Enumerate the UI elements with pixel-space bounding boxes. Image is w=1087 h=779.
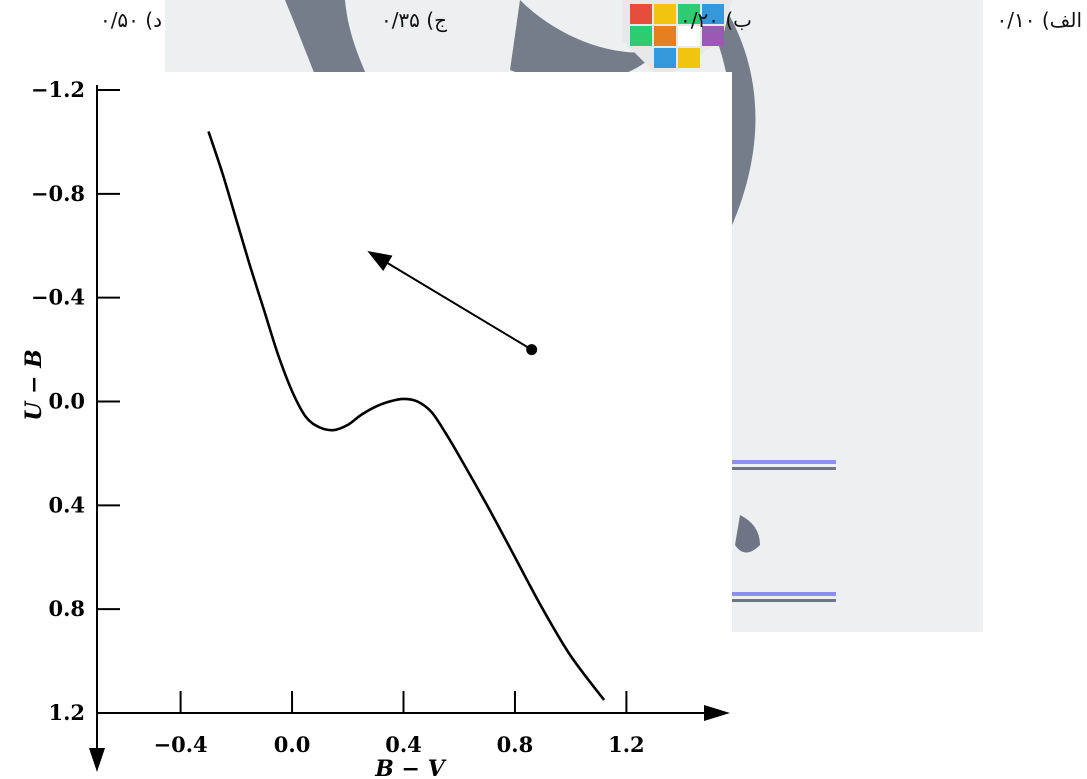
x-tick-label: 1.2 [608, 732, 645, 757]
option-d[interactable]: د) ۰/۵۰ [100, 8, 162, 32]
y-tick-label: 1.2 [48, 700, 85, 725]
option-b-letter: ب) [725, 8, 752, 32]
x-tick-label: 0.8 [497, 732, 534, 757]
series-line [207, 131, 606, 701]
answer-options: الف) ۰/۱۰ ب) ۰/۲۰ ج) ۰/۳۵ د) ۰/۵۰ [0, 0, 1087, 48]
y-tick-label: 0.0 [48, 389, 85, 414]
x-tick-label: 0.0 [274, 732, 311, 757]
y-tick-label: 0.8 [48, 596, 85, 621]
y-tick-label: −0.8 [31, 181, 85, 206]
option-a-letter: الف) [1041, 8, 1082, 32]
x-axis-arrowhead [704, 705, 730, 721]
motion-arrowhead [367, 250, 393, 272]
option-c[interactable]: ج) ۰/۳۵ [381, 8, 447, 32]
motion-arrow [387, 262, 533, 351]
option-d-letter: د) [145, 8, 162, 32]
option-a-value: ۰/۱۰ [996, 8, 1036, 32]
option-c-value: ۰/۳۵ [380, 8, 420, 32]
data-point [526, 344, 538, 356]
y-tick-label: −1.2 [31, 77, 85, 102]
option-b-value: ۰/۲۰ [680, 8, 719, 32]
option-a[interactable]: الف) ۰/۱۰ [997, 8, 1082, 32]
y-tick-label: 0.4 [48, 492, 85, 517]
x-tick-label: 0.4 [385, 732, 422, 757]
x-axis-title: B − V [374, 756, 446, 779]
y-tick-label: −0.4 [31, 285, 85, 310]
option-b[interactable]: ب) ۰/۲۰ [680, 8, 752, 32]
option-c-letter: ج) [426, 8, 447, 32]
y-axis-title: U − B [21, 349, 47, 421]
y-axis-arrowhead [89, 748, 105, 772]
x-tick-label: −0.4 [154, 732, 208, 757]
option-d-value: ۰/۵۰ [99, 8, 139, 32]
